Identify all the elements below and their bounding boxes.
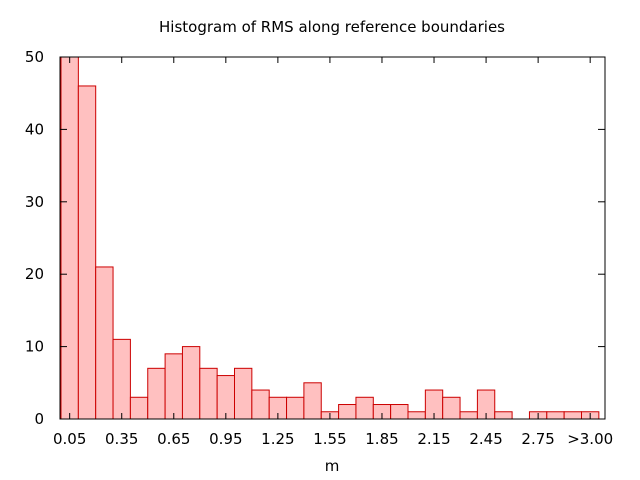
histogram-bar xyxy=(355,396,374,420)
x-tick-label: 1.55 xyxy=(313,430,346,448)
histogram-bar xyxy=(181,346,201,420)
histogram-bar xyxy=(129,396,149,420)
x-tick-label: 2.15 xyxy=(417,430,450,448)
y-tick-label: 20 xyxy=(25,265,44,283)
histogram-bar xyxy=(251,389,270,420)
y-tick-label: 50 xyxy=(25,48,44,66)
y-tick-label: 30 xyxy=(25,193,44,211)
x-tick-label: 0.35 xyxy=(105,430,138,448)
bars-group xyxy=(60,56,600,420)
histogram-bar xyxy=(286,396,305,420)
x-tick-label: 2.45 xyxy=(469,430,502,448)
histogram-bar xyxy=(147,367,166,420)
histogram-bar xyxy=(303,382,322,420)
histogram-bar xyxy=(234,367,253,420)
histogram-bar xyxy=(459,411,478,420)
histogram-bar xyxy=(199,367,218,420)
histogram-bar xyxy=(407,411,426,420)
y-axis: 0 10 20 30 40 50 xyxy=(25,48,605,428)
histogram-bar xyxy=(442,396,461,420)
plot-frame xyxy=(59,56,606,420)
histogram-bar xyxy=(563,411,583,420)
histogram-bar xyxy=(164,353,183,420)
x-tick-label: 0.05 xyxy=(53,430,86,448)
x-tick-label: 1.85 xyxy=(365,430,398,448)
x-tick-label: 0.95 xyxy=(209,430,242,448)
histogram-bar xyxy=(112,338,131,420)
histogram-bar xyxy=(338,404,357,420)
histogram-bar xyxy=(390,404,409,420)
x-axis: 0.05 0.35 0.65 0.95 1.25 1.55 1.85 2.15 2.45 2.75… xyxy=(53,57,613,448)
histogram-bar xyxy=(77,85,97,420)
histogram-bar xyxy=(494,411,513,420)
x-axis-label: m xyxy=(325,457,340,475)
x-tick-label: 1.25 xyxy=(261,430,294,448)
histogram-bar xyxy=(216,375,235,420)
histogram-bar xyxy=(95,266,114,420)
x-tick-label: 0.65 xyxy=(157,430,190,448)
x-tick-label: 2.75 xyxy=(521,430,554,448)
y-tick-label: 40 xyxy=(25,120,44,138)
y-tick-label: 0 xyxy=(34,410,44,428)
histogram-bar xyxy=(60,56,79,420)
histogram-bar xyxy=(546,411,565,420)
x-tick-label: >3.00 xyxy=(567,430,613,448)
y-tick-label: 10 xyxy=(25,338,44,356)
chart-title: Histogram of RMS along reference boundar… xyxy=(159,18,505,36)
